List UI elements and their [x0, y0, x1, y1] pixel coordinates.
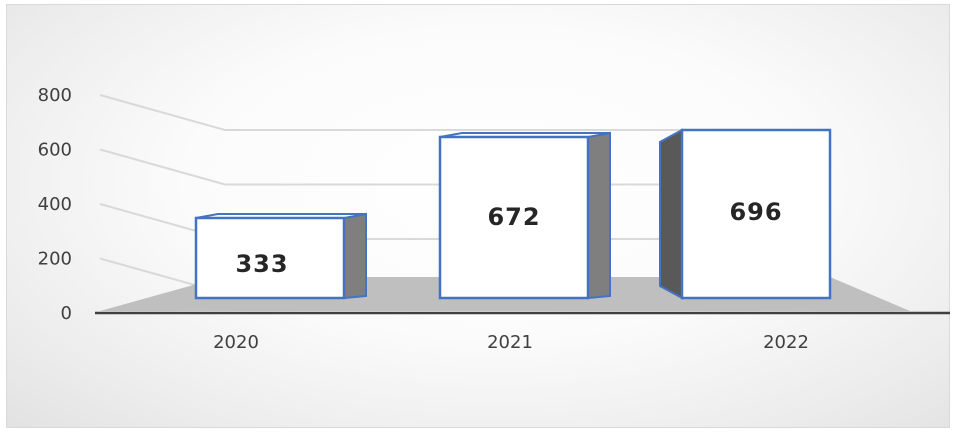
gridline-600 [99, 148, 830, 186]
bar-2022 [659, 128, 832, 300]
bar-side-2020 [343, 212, 367, 300]
gridline-800 [99, 94, 830, 131]
y-tick-label-600: 600 [38, 140, 72, 161]
bar-front-2021 [438, 135, 590, 300]
bar-side-2022 [659, 128, 683, 300]
bars [194, 128, 832, 300]
bar-2020 [194, 212, 367, 300]
x-category-label-2020: 2020 [213, 332, 259, 353]
bar-2021 [438, 131, 611, 300]
y-tick-label-400: 400 [38, 194, 72, 215]
labels: 0 200 400 600 800 333 2020 672 2021 696 2022 [38, 85, 809, 353]
data-label-2022: 696 [729, 198, 782, 226]
y-tick-label-200: 200 [38, 249, 72, 270]
data-label-2021: 672 [487, 203, 540, 231]
y-tick-label-0: 0 [61, 303, 72, 324]
x-category-label-2022: 2022 [763, 332, 809, 353]
y-tick-label-800: 800 [38, 85, 72, 106]
bar-front-2020 [194, 216, 346, 300]
bar-front-2022 [680, 128, 832, 300]
x-category-label-2021: 2021 [487, 332, 533, 353]
data-label-2020: 333 [235, 250, 288, 278]
bar-side-2021 [587, 131, 611, 300]
